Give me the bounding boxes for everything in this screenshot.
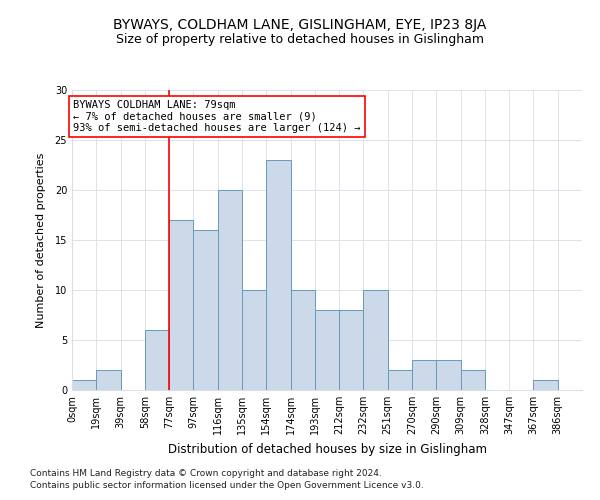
Bar — [169, 220, 193, 390]
Bar — [315, 310, 339, 390]
Text: BYWAYS COLDHAM LANE: 79sqm
← 7% of detached houses are smaller (9)
93% of semi-d: BYWAYS COLDHAM LANE: 79sqm ← 7% of detac… — [73, 100, 361, 133]
Text: BYWAYS, COLDHAM LANE, GISLINGHAM, EYE, IP23 8JA: BYWAYS, COLDHAM LANE, GISLINGHAM, EYE, I… — [113, 18, 487, 32]
Bar — [72, 380, 96, 390]
Bar — [266, 160, 290, 390]
Bar — [242, 290, 266, 390]
X-axis label: Distribution of detached houses by size in Gislingham: Distribution of detached houses by size … — [167, 442, 487, 456]
Y-axis label: Number of detached properties: Number of detached properties — [37, 152, 46, 328]
Bar — [388, 370, 412, 390]
Bar — [461, 370, 485, 390]
Bar — [436, 360, 461, 390]
Bar — [218, 190, 242, 390]
Bar — [96, 370, 121, 390]
Bar — [339, 310, 364, 390]
Bar — [145, 330, 169, 390]
Bar — [193, 230, 218, 390]
Bar — [412, 360, 436, 390]
Text: Contains public sector information licensed under the Open Government Licence v3: Contains public sector information licen… — [30, 481, 424, 490]
Bar — [290, 290, 315, 390]
Bar — [533, 380, 558, 390]
Text: Contains HM Land Registry data © Crown copyright and database right 2024.: Contains HM Land Registry data © Crown c… — [30, 468, 382, 477]
Bar — [364, 290, 388, 390]
Text: Size of property relative to detached houses in Gislingham: Size of property relative to detached ho… — [116, 32, 484, 46]
